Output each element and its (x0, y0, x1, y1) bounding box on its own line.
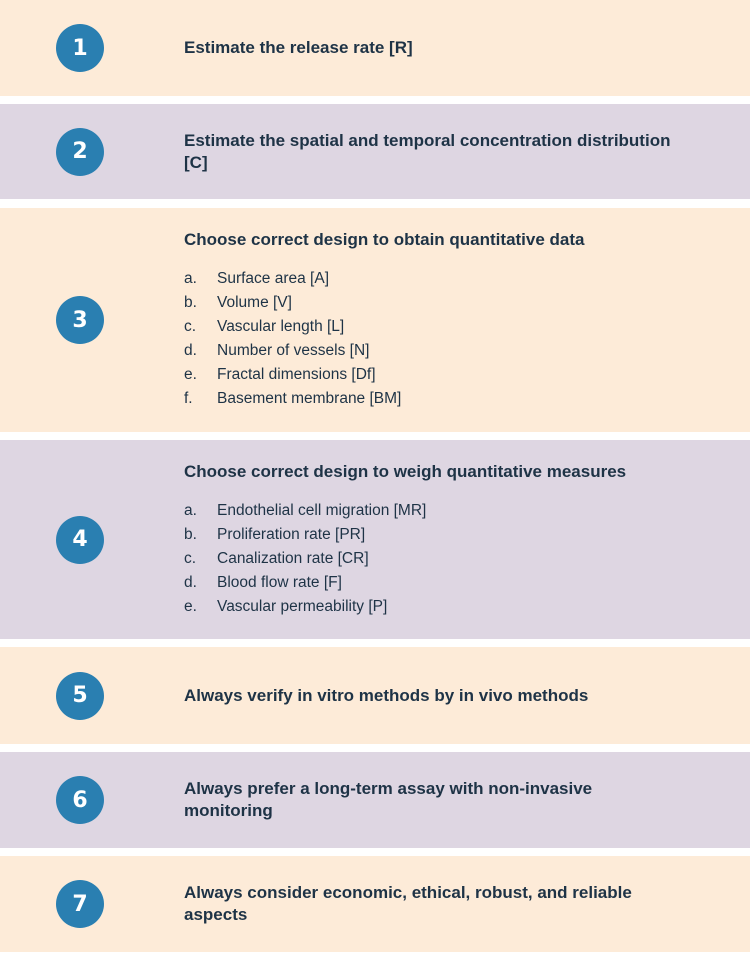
step-number-badge: 6 (56, 776, 104, 824)
item-marker: a. (184, 501, 197, 519)
step-row-2: 2 Estimate the spatial and temporal conce… (0, 104, 750, 199)
step-number-badge: 7 (56, 880, 104, 928)
item-marker: d. (184, 573, 197, 591)
step-row-3: 3 Choose correct design to obtain quantit… (0, 208, 750, 432)
step-row-7: 7 Always consider economic, ethical, robu… (0, 856, 750, 952)
item-text: Fractal dimensions [Df] (217, 366, 376, 383)
item-text: Blood flow rate [F] (217, 573, 342, 591)
item-marker: b. (184, 294, 197, 311)
sublist-item: c. Vascular length [L] (184, 315, 684, 339)
sublist-item: d. Number of vessels [N] (184, 339, 684, 363)
step-number-badge: 3 (56, 296, 104, 344)
step-title: Choose correct design to obtain quantita… (184, 230, 585, 249)
item-text: Canalization rate [CR] (217, 549, 369, 567)
item-marker: e. (184, 597, 197, 615)
step-content: Estimate the spatial and temporal concen… (184, 130, 684, 174)
item-marker: f. (184, 390, 193, 407)
step-row-5: 5 Always verify in vitro methods by in vi… (0, 647, 750, 744)
sublist-item: a. Endothelial cell migration [MR] (184, 499, 684, 523)
sublist-item: a. Surface area [A] (184, 267, 684, 291)
step-title: Always consider economic, ethical, robus… (184, 883, 632, 924)
step-row-6: 6 Always prefer a long-term assay with no… (0, 752, 750, 848)
step-row-1: 1 Estimate the release rate [R] (0, 0, 750, 96)
step-content: Always prefer a long-term assay with non… (184, 778, 684, 822)
sublist-item: f. Basement membrane [BM] (184, 387, 684, 411)
item-text: Volume [V] (217, 294, 292, 311)
item-text: Basement membrane [BM] (217, 390, 402, 407)
sublist-item: e. Fractal dimensions [Df] (184, 363, 684, 387)
step-title: Always prefer a long-term assay with non… (184, 779, 593, 820)
item-marker: b. (184, 525, 197, 543)
item-text: Number of vessels [N] (217, 342, 370, 359)
item-marker: e. (184, 366, 197, 383)
step-title: Estimate the release rate [R] (184, 38, 413, 57)
step-number-badge: 4 (56, 515, 104, 564)
item-text: Proliferation rate [PR] (217, 525, 366, 543)
item-text: Vascular permeability [P] (217, 597, 388, 615)
sublist-item: d. Blood flow rate [F] (184, 571, 684, 595)
step-number-badge: 5 (56, 671, 104, 720)
item-text: Surface area [A] (217, 270, 330, 287)
step-sublist: a. Surface area [A] b. Volume [V] c. Vascular… (184, 267, 684, 411)
item-text: Endothelial cell migration [MR] (217, 501, 427, 519)
step-content: Always verify in vitro methods by in viv… (184, 685, 684, 707)
step-title: Always verify in vitro methods by in viv… (184, 685, 589, 705)
item-text: Vascular length [L] (217, 318, 345, 335)
sublist-item: b. Proliferation rate [PR] (184, 523, 684, 547)
step-title: Choose correct design to weigh quantitat… (184, 461, 627, 481)
sublist-item: e. Vascular permeability [P] (184, 595, 684, 619)
sublist-item: c. Canalization rate [CR] (184, 547, 684, 571)
step-number-badge: 2 (56, 127, 104, 176)
step-content: Choose correct design to obtain quantita… (184, 229, 684, 411)
step-content: Choose correct design to weigh quantitat… (184, 461, 684, 619)
step-content: Always consider economic, ethical, robus… (184, 882, 684, 926)
step-sublist: a. Endothelial cell migration [MR] b. Proli… (184, 499, 684, 619)
step-content: Estimate the release rate [R] (184, 37, 684, 59)
item-marker: c. (184, 318, 197, 335)
step-title: Estimate the spatial and temporal concen… (184, 130, 671, 172)
sublist-item: b. Volume [V] (184, 291, 684, 315)
item-marker: c. (184, 549, 197, 567)
item-marker: a. (184, 270, 197, 287)
step-number-badge: 1 (56, 24, 104, 72)
step-row-4: 4 Choose correct design to weigh quantita… (0, 440, 750, 639)
item-marker: d. (184, 342, 197, 359)
